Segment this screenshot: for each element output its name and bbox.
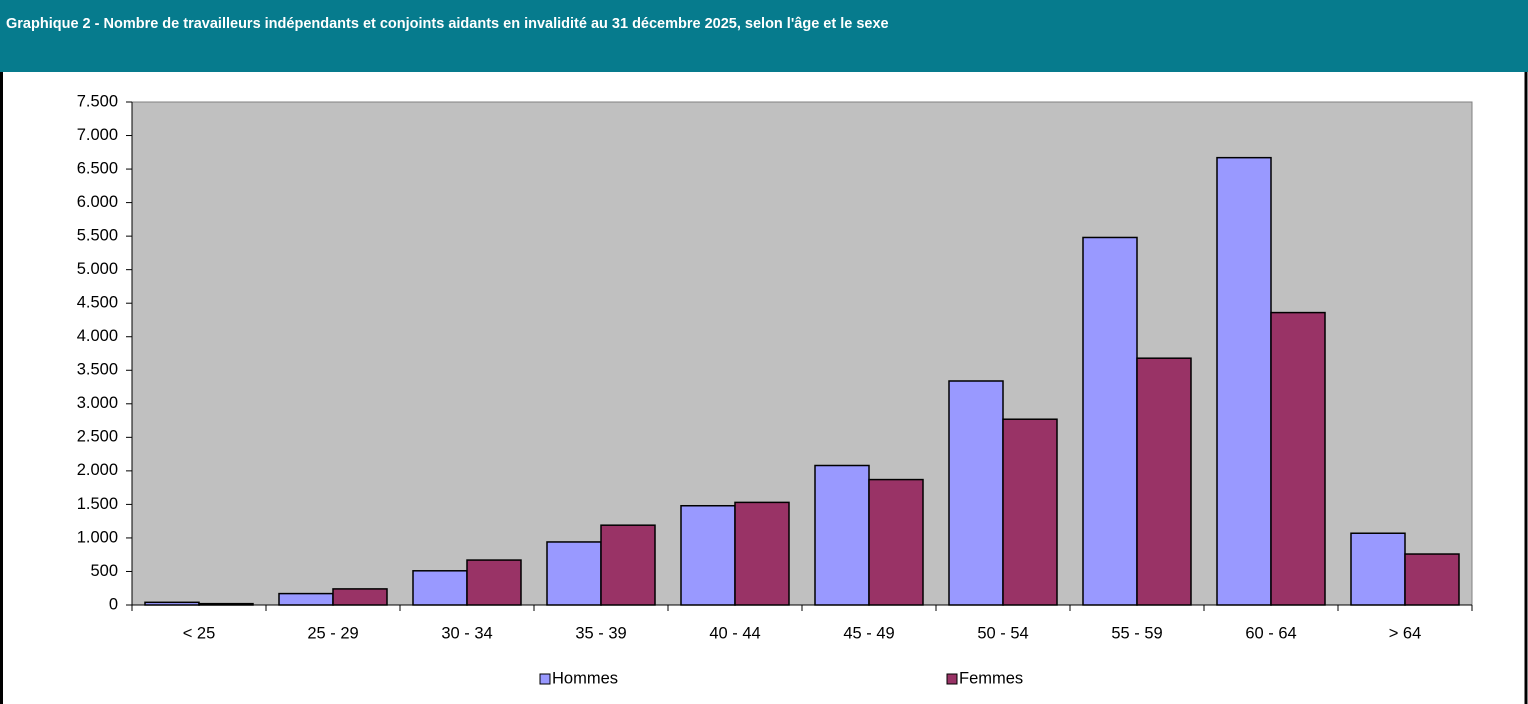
bar — [1216, 156, 1272, 606]
bar — [1270, 311, 1326, 606]
bar — [734, 501, 790, 606]
x-tick-label: 35 - 39 — [575, 624, 626, 642]
bar — [278, 592, 334, 606]
y-tick-label: 1.500 — [77, 495, 118, 513]
x-tick-label: > 64 — [1389, 624, 1422, 642]
y-tick-label: 7.000 — [77, 126, 118, 144]
x-tick-label: 45 - 49 — [843, 624, 894, 642]
y-tick-label: 3.000 — [77, 394, 118, 412]
y-tick-label: 7.500 — [77, 92, 118, 110]
legend-label: Femmes — [959, 669, 1023, 687]
bar — [144, 601, 200, 606]
bar — [332, 588, 388, 606]
bar — [1404, 553, 1460, 606]
legend-swatch — [946, 673, 958, 685]
bar — [412, 570, 468, 606]
chart-title: Graphique 2 - Nombre de travailleurs ind… — [6, 16, 889, 32]
bar — [1082, 236, 1138, 606]
x-tick-label: 25 - 29 — [307, 624, 358, 642]
bar — [1350, 532, 1406, 606]
header-bar: Graphique 2 - Nombre de travailleurs ind… — [0, 0, 1528, 72]
y-tick-label: 5.500 — [77, 226, 118, 244]
bar — [466, 559, 522, 606]
legend-swatch — [539, 673, 551, 685]
bar — [600, 524, 656, 606]
x-tick-label: 60 - 64 — [1245, 624, 1296, 642]
bar — [948, 380, 1004, 606]
bar — [198, 602, 254, 606]
bar — [546, 541, 602, 606]
x-tick-label: 30 - 34 — [441, 624, 492, 642]
y-tick-label: 0 — [109, 595, 118, 613]
legend-label: Hommes — [552, 669, 618, 687]
y-tick-label: 6.000 — [77, 193, 118, 211]
y-tick-label: 2.500 — [77, 428, 118, 446]
y-tick-label: 5.000 — [77, 260, 118, 278]
bar — [868, 478, 924, 606]
y-tick-label: 4.500 — [77, 294, 118, 312]
x-tick-label: 55 - 59 — [1111, 624, 1162, 642]
bar — [1002, 418, 1058, 606]
bar — [680, 504, 736, 606]
x-tick-label: < 25 — [183, 624, 216, 642]
y-tick-label: 6.500 — [77, 159, 118, 177]
y-tick-label: 500 — [90, 562, 118, 580]
bar — [814, 464, 870, 606]
x-tick-label: 40 - 44 — [709, 624, 760, 642]
bar — [1136, 357, 1192, 606]
y-tick-label: 2.000 — [77, 461, 118, 479]
y-tick-label: 1.000 — [77, 528, 118, 546]
y-tick-label: 3.500 — [77, 361, 118, 379]
x-tick-label: 50 - 54 — [977, 624, 1028, 642]
y-tick-label: 4.000 — [77, 327, 118, 345]
